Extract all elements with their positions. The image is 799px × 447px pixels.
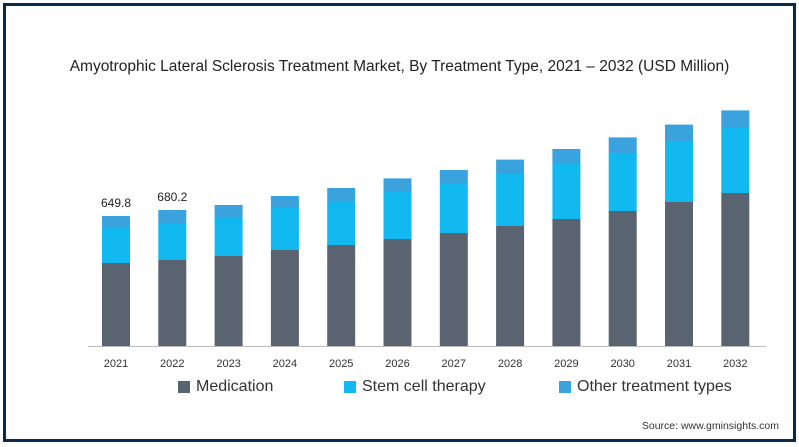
bar-medication-2024 — [270, 250, 299, 346]
bar-medication-2028 — [496, 226, 525, 346]
bar-stem-cell-therapy-2030 — [608, 153, 637, 211]
legend-item-other-treatment-types: Other treatment types — [559, 378, 732, 396]
bar-other-treatment-types-2031 — [665, 124, 693, 141]
bar-stem-cell-therapy-2032 — [721, 128, 750, 193]
bar-other-treatment-types-2028 — [496, 159, 525, 174]
x-tick-label-2031: 2031 — [667, 358, 691, 370]
bar-other-treatment-types-2032 — [721, 110, 750, 128]
x-tick-label-2021: 2021 — [104, 358, 128, 370]
bar-medication-2027 — [439, 233, 468, 346]
bar-stem-cell-therapy-2027 — [439, 184, 468, 233]
bar-stem-cell-therapy-2031 — [665, 141, 693, 202]
bar-medication-2029 — [552, 219, 581, 346]
x-tick-label-2023: 2023 — [216, 358, 240, 370]
bar-chart: 2021 649.8 2022 680.2 2023 2024 2025 2026 2027 20… — [88, 110, 766, 370]
bar-medication-2032 — [721, 193, 750, 346]
chart-legend: Medication Stem cell therapy Other treatme… — [6, 378, 793, 400]
bar-other-treatment-types-2030 — [608, 137, 637, 153]
bar-other-treatment-types-2029 — [552, 149, 581, 164]
x-tick-label-2029: 2029 — [554, 358, 578, 370]
legend-label: Medication — [196, 378, 274, 395]
legend-swatch — [178, 381, 190, 393]
bar-other-treatment-types-2024 — [270, 196, 299, 208]
x-tick-label-2024: 2024 — [273, 358, 297, 370]
bar-medication-2021 — [102, 263, 130, 346]
legend-swatch — [559, 381, 571, 393]
bar-other-treatment-types-2021 — [102, 216, 130, 228]
x-tick-label-2026: 2026 — [385, 358, 409, 370]
x-tick-label-2032: 2032 — [723, 358, 747, 370]
chart-frame: Amyotrophic Lateral Sclerosis Treatment … — [3, 3, 796, 442]
data-label-2021: 649.8 — [101, 196, 131, 210]
x-tick-label-2022: 2022 — [160, 358, 184, 370]
bar-other-treatment-types-2023 — [214, 205, 243, 217]
x-tick-label-2030: 2030 — [610, 358, 634, 370]
x-tick-label-2025: 2025 — [329, 358, 353, 370]
bar-stem-cell-therapy-2026 — [383, 192, 412, 239]
bar-stem-cell-therapy-2022 — [158, 223, 187, 260]
bar-medication-2025 — [327, 245, 356, 346]
legend-label: Other treatment types — [577, 378, 732, 395]
bar-stem-cell-therapy-2029 — [552, 164, 581, 219]
bar-other-treatment-types-2022 — [158, 209, 187, 223]
bar-medication-2026 — [383, 239, 412, 346]
data-label-2022: 680.2 — [157, 190, 187, 204]
bar-medication-2023 — [214, 256, 243, 346]
bar-medication-2030 — [608, 211, 637, 346]
legend-item-medication: Medication — [178, 378, 273, 396]
bar-medication-2031 — [665, 202, 693, 346]
bar-stem-cell-therapy-2024 — [270, 208, 299, 250]
source-note: Source: www.gminsights.com — [641, 420, 779, 432]
bar-stem-cell-therapy-2021 — [102, 228, 130, 263]
x-tick-label-2027: 2027 — [442, 358, 466, 370]
x-tick-label-2028: 2028 — [498, 358, 522, 370]
legend-label: Stem cell therapy — [362, 378, 486, 395]
bar-stem-cell-therapy-2025 — [327, 201, 356, 245]
bar-stem-cell-therapy-2028 — [496, 174, 525, 226]
bar-other-treatment-types-2025 — [327, 188, 356, 201]
bar-stem-cell-therapy-2023 — [214, 217, 243, 256]
bar-other-treatment-types-2026 — [383, 178, 412, 192]
chart-title: Amyotrophic Lateral Sclerosis Treatment … — [69, 58, 730, 75]
bar-medication-2022 — [158, 260, 187, 346]
legend-swatch — [344, 381, 356, 393]
legend-item-stem-cell-therapy: Stem cell therapy — [344, 378, 486, 396]
bar-other-treatment-types-2027 — [439, 170, 468, 184]
